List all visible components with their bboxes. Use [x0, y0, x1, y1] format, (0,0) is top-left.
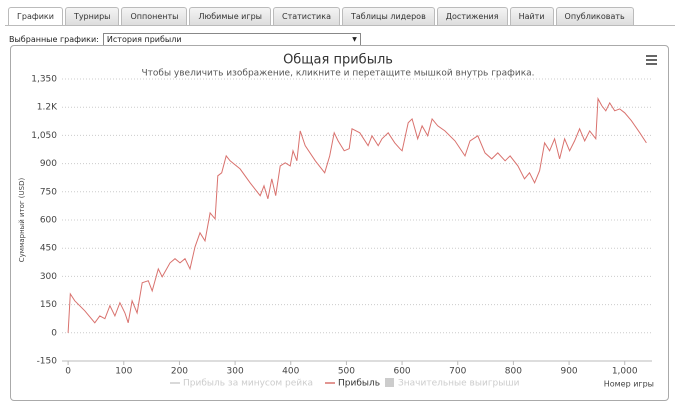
y-tick-label: 300 — [40, 272, 57, 282]
x-tick-label: 300 — [227, 367, 244, 377]
x-axis-label: Номер игры — [604, 380, 654, 389]
chart-subtitle: Чтобы увеличить изображение, кликните и … — [141, 69, 534, 79]
tab[interactable]: Таблицы лидеров — [341, 7, 435, 25]
series-line — [67, 96, 647, 333]
tab[interactable]: Любимые игры — [189, 7, 271, 25]
tab-divider — [5, 25, 675, 26]
tab[interactable]: Турниры — [64, 7, 120, 25]
tab[interactable]: Найти — [509, 7, 554, 25]
tab[interactable]: Статистика — [272, 7, 340, 25]
y-tick-label: -150 — [37, 357, 58, 367]
selector-label: Выбранные графики: — [9, 35, 99, 44]
tab-bar: Графики Турниры Оппоненты Любимые игры Стати… — [8, 7, 634, 25]
x-tick-label: 700 — [449, 367, 466, 377]
x-tick-label: 900 — [560, 367, 577, 377]
menu-icon[interactable] — [646, 55, 657, 65]
x-tick-label: 200 — [171, 367, 188, 377]
y-tick-label: 900 — [40, 159, 57, 169]
legend-symbol — [385, 378, 394, 387]
tab[interactable]: Достижения — [436, 7, 508, 25]
x-tick-label: 0 — [65, 367, 71, 377]
y-tick-label: 450 — [40, 244, 57, 254]
legend-label[interactable]: Прибыль — [338, 379, 380, 389]
tab[interactable]: Оппоненты — [121, 7, 188, 25]
legend-label[interactable]: Значительные выигрыши — [398, 379, 520, 389]
legend-label[interactable]: Прибыль за минусом рейка — [183, 379, 313, 389]
x-tick-label: 600 — [393, 367, 410, 377]
x-tick-label: 400 — [282, 367, 299, 377]
y-tick-label: 1,350 — [31, 75, 57, 85]
y-tick-label: 1.2K — [37, 103, 58, 113]
x-tick-label: 500 — [338, 367, 355, 377]
y-tick-label: 750 — [40, 187, 57, 197]
x-tick-label: 800 — [505, 367, 522, 377]
y-tick-label: 600 — [40, 216, 57, 226]
y-tick-label: 0 — [51, 328, 57, 338]
y-axis-label: Суммарный итог (USD) — [18, 178, 26, 263]
chart-title: Общая прибыль — [283, 53, 393, 68]
x-tick-label: 1,000 — [612, 367, 638, 377]
x-tick-label: 100 — [115, 367, 132, 377]
tab[interactable]: Графики — [8, 7, 63, 25]
chart-panel — [10, 45, 669, 401]
y-tick-label: 1,050 — [31, 131, 57, 141]
tab[interactable]: Опубликовать — [555, 7, 634, 25]
y-tick-label: 150 — [40, 300, 57, 310]
